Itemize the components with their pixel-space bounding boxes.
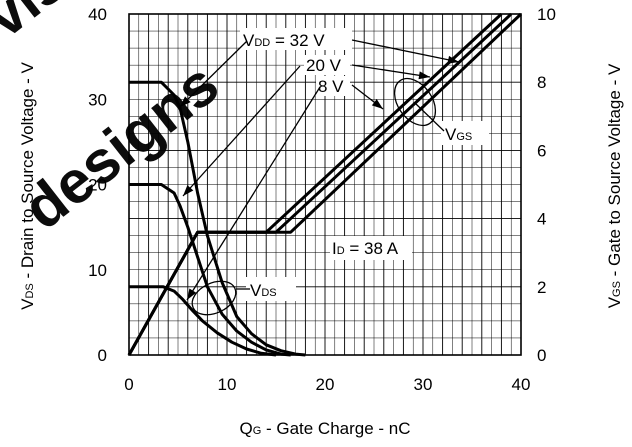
label-background (316, 76, 350, 96)
series-line (129, 285, 277, 357)
arrow-head (418, 71, 430, 80)
vdd-8v-label: 8 V (318, 77, 344, 96)
label-background (246, 277, 296, 301)
series-line (129, 183, 291, 357)
y-right-tick-label: 6 (537, 141, 546, 160)
y-right-tick-label: 0 (537, 346, 546, 365)
x-axis-title: QG - Gate Charge - nC (239, 419, 410, 438)
y-left-axis-title: VDS - Drain to Source Voltage - V (18, 61, 37, 309)
arrow-head (447, 55, 459, 64)
watermark-text: vishay (0, 0, 156, 50)
label-background (330, 236, 412, 260)
y-left-tick-label: 10 (88, 261, 107, 280)
label-background (304, 55, 350, 75)
x-tick-label: 20 (316, 375, 335, 394)
leader-arrow (179, 40, 248, 108)
y-left-tick-label: 0 (98, 346, 107, 365)
y-right-tick-label: 10 (537, 5, 556, 24)
curves (127, 12, 523, 357)
vds-ellipse (191, 280, 237, 316)
leader-arrow (351, 64, 431, 78)
series-line (127, 12, 523, 356)
vgs-ellipse (393, 77, 437, 127)
x-tick-label: 0 (124, 375, 133, 394)
label-background (441, 121, 489, 145)
id-label: ID = 38 A (332, 239, 399, 258)
vdd-20v-label: 20 V (306, 56, 342, 75)
arrow-head (180, 96, 191, 107)
vdd-32v-label: VDD = 32 V (243, 31, 325, 50)
axis-titles: QG - Gate Charge - nC VDS - Drain to Sour… (18, 61, 624, 438)
x-tick-label: 10 (218, 375, 237, 394)
y-right-tick-label: 4 (537, 210, 546, 229)
y-right-axis-title: VGS - Gate to Source Voltage - V (605, 63, 624, 308)
y-right-tick-label: 8 (537, 73, 546, 92)
arrow-head (183, 185, 194, 196)
leader-arrow (351, 39, 460, 63)
series-line (129, 80, 306, 357)
y-right-tick-label: 2 (537, 278, 546, 297)
annotations: VDD = 32 V 20 V 8 V VGS VDS ID = 38 A (179, 28, 489, 316)
y-left-tick-label: 40 (88, 5, 107, 24)
leader-line (415, 103, 445, 132)
y-left-tick-label: 20 (88, 176, 107, 195)
tick-labels: 0 10 20 30 40 0 10 20 30 40 0 2 4 6 8 10 (88, 5, 556, 394)
label-background (240, 28, 352, 50)
leader-arrow (186, 86, 321, 301)
vgs-label: VGS (445, 125, 472, 144)
x-tick-label: 30 (414, 375, 433, 394)
arrow-head (187, 288, 197, 300)
vds-label: VDS (250, 281, 277, 300)
x-tick-label: 40 (512, 375, 531, 394)
arrow-head (371, 99, 383, 109)
y-left-tick-label: 30 (88, 90, 107, 109)
leader-arrow (182, 65, 301, 197)
